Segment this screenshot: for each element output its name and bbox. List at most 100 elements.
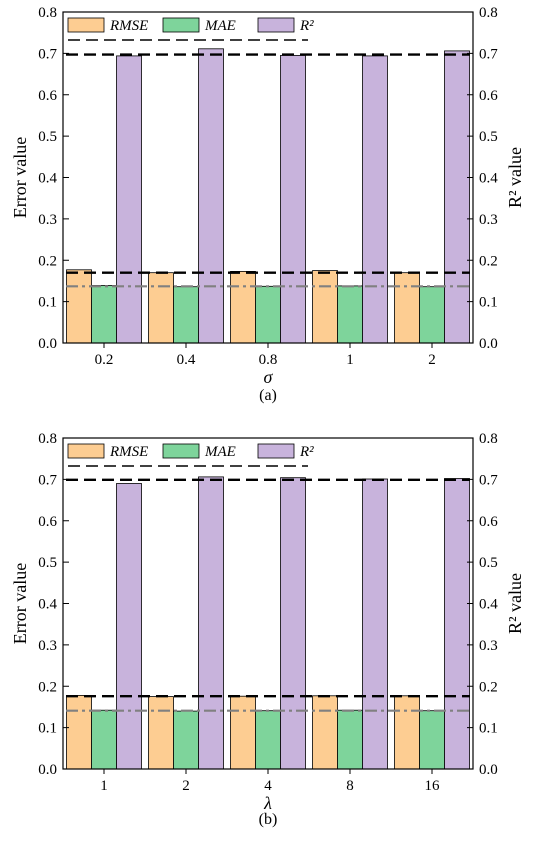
y-tick-label-right: 0.0 [479, 336, 498, 352]
legend-label-0: RMSE [109, 18, 148, 34]
y-tick-label-left: 0.7 [38, 46, 57, 62]
y-tick-label-right: 0.4 [479, 597, 498, 613]
legend-label-0: RMSE [109, 444, 148, 460]
bar-r2-1 [198, 476, 224, 770]
y-tick-label-left: 0.0 [38, 762, 57, 778]
bar-rmse-4 [394, 695, 420, 770]
bar-rmse-2 [230, 270, 256, 344]
y-tick-label-right: 0.0 [479, 762, 498, 778]
bar-r2-0 [116, 55, 142, 344]
legend-label-2: R² [299, 444, 314, 460]
y-tick-label-left: 0.1 [38, 721, 57, 737]
x-tick-label: 4 [264, 778, 272, 794]
y-tick-label-left: 0.7 [38, 472, 57, 488]
bar-mae-0 [91, 709, 117, 770]
x-axis-label: σ [264, 367, 274, 387]
x-tick-label: 0.8 [259, 352, 278, 368]
legend-label-1: MAE [204, 18, 236, 34]
bar-mae-1 [173, 710, 199, 770]
x-tick-label: 8 [346, 778, 354, 794]
y-axis-label-right: R² value [505, 147, 525, 208]
y-tick-label-right: 0.4 [479, 171, 498, 187]
legend-swatch-0 [67, 443, 105, 459]
y-tick-label-right: 0.2 [479, 253, 498, 269]
bar-rmse-4 [394, 272, 420, 344]
bar-rmse-3 [312, 270, 338, 344]
legend-swatch-2 [257, 17, 295, 33]
bar-r2-3 [362, 478, 388, 770]
y-tick-label-left: 0.0 [38, 336, 57, 352]
y-tick-label-right: 0.3 [479, 212, 498, 228]
bar-rmse-1 [148, 696, 174, 770]
y-tick-label-right: 0.2 [479, 679, 498, 695]
bar-rmse-0 [66, 695, 92, 770]
bar-mae-4 [419, 710, 445, 770]
y-tick-label-left: 0.6 [38, 514, 57, 530]
bar-mae-0 [91, 285, 117, 344]
panel-caption: (b) [259, 811, 278, 828]
bar-r2-4 [444, 478, 470, 770]
legend: RMSE MAE R² [67, 17, 314, 41]
y-tick-label-right: 0.5 [479, 129, 498, 145]
legend-swatch-2 [257, 443, 295, 459]
y-tick-label-right: 0.5 [479, 555, 498, 571]
y-axis-label-left: Error value [10, 137, 30, 218]
x-tick-label: 2 [428, 352, 436, 368]
y-tick-label-left: 0.4 [38, 171, 57, 187]
y-tick-label-left: 0.5 [38, 555, 57, 571]
panel-caption: (a) [259, 387, 277, 404]
bar-r2-2 [280, 477, 306, 770]
x-tick-label: 1 [346, 352, 354, 368]
x-tick-label: 2 [182, 778, 190, 794]
bar-rmse-0 [66, 269, 92, 344]
bar-mae-1 [173, 286, 199, 344]
chart-panel-b: 0.0 0.0 0.1 0.1 0.2 0.2 0.3 0.3 0.4 0.4 0.5 0.5 0.6 0… [10, 431, 525, 828]
y-axis-label-left: Error value [10, 563, 30, 644]
y-tick-label-left: 0.1 [38, 295, 57, 311]
bar-mae-3 [337, 709, 363, 770]
y-tick-label-right: 0.8 [479, 5, 498, 21]
bar-mae-2 [255, 285, 281, 344]
y-axis-label-right: R² value [505, 573, 525, 634]
y-tick-label-right: 0.7 [479, 46, 498, 62]
chart-panel-a: 0.0 0.0 0.1 0.1 0.2 0.2 0.3 0.3 0.4 0.4 0.5 0.5 0.6 0… [10, 5, 525, 404]
y-tick-label-left: 0.8 [38, 431, 57, 447]
bar-r2-4 [444, 50, 470, 344]
y-tick-label-left: 0.3 [38, 212, 57, 228]
legend: RMSE MAE R² [67, 443, 314, 467]
legend-swatch-0 [67, 17, 105, 33]
y-tick-label-right: 0.1 [479, 295, 498, 311]
y-tick-label-right: 0.8 [479, 431, 498, 447]
bar-r2-1 [198, 48, 224, 344]
y-tick-label-left: 0.3 [38, 638, 57, 654]
bar-r2-0 [116, 483, 142, 770]
legend-swatch-1 [162, 17, 200, 33]
y-tick-label-right: 0.1 [479, 721, 498, 737]
y-tick-label-right: 0.6 [479, 88, 498, 104]
y-tick-label-right: 0.7 [479, 472, 498, 488]
x-axis-label: λ [263, 793, 272, 813]
x-tick-label: 1 [100, 778, 108, 794]
bar-mae-3 [337, 285, 363, 344]
bar-r2-2 [280, 55, 306, 344]
y-tick-label-right: 0.3 [479, 638, 498, 654]
x-tick-label: 16 [425, 778, 441, 794]
x-tick-label: 0.4 [177, 352, 196, 368]
y-tick-label-left: 0.2 [38, 253, 57, 269]
legend-label-2: R² [299, 18, 314, 34]
bar-mae-2 [255, 710, 281, 770]
bar-rmse-1 [148, 272, 174, 344]
y-tick-label-left: 0.8 [38, 5, 57, 21]
y-tick-label-right: 0.6 [479, 514, 498, 530]
bar-r2-3 [362, 55, 388, 344]
bar-mae-4 [419, 286, 445, 344]
bar-rmse-2 [230, 695, 256, 770]
legend-label-1: MAE [204, 444, 236, 460]
y-tick-label-left: 0.6 [38, 88, 57, 104]
y-tick-label-left: 0.2 [38, 679, 57, 695]
bar-rmse-3 [312, 695, 338, 770]
y-tick-label-left: 0.4 [38, 597, 57, 613]
y-tick-label-left: 0.5 [38, 129, 57, 145]
legend-swatch-1 [162, 443, 200, 459]
